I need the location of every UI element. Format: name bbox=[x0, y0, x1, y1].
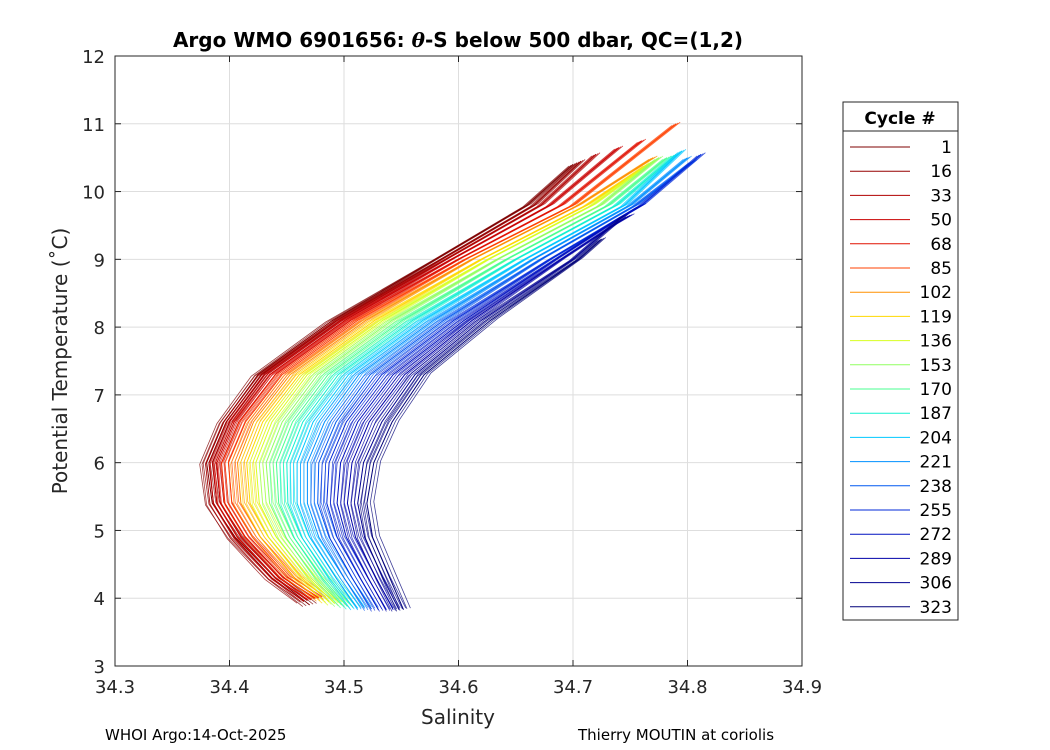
legend-label-cycle-221: 221 bbox=[920, 453, 952, 473]
legend-label-cycle-255: 255 bbox=[920, 501, 952, 521]
legend-label-cycle-153: 153 bbox=[920, 356, 952, 376]
y-tick-label: 5 bbox=[94, 521, 105, 542]
profile-line-cycle-323-variant bbox=[359, 240, 598, 612]
profile-line-cycle-272 bbox=[336, 204, 642, 610]
legend-label-cycle-289: 289 bbox=[920, 549, 952, 569]
legend-label-cycle-306: 306 bbox=[920, 574, 952, 594]
y-tick-label: 10 bbox=[82, 183, 105, 204]
legend-label-cycle-170: 170 bbox=[920, 380, 952, 400]
y-tick-label: 4 bbox=[94, 589, 105, 610]
profile-line-cycle-68-variant bbox=[227, 138, 647, 597]
legend-box bbox=[842, 101, 959, 621]
profile-line-cycle-289-variant bbox=[353, 213, 635, 609]
legend-label-cycle-16: 16 bbox=[930, 162, 952, 182]
curves bbox=[199, 121, 706, 612]
x-tick-label: 34.9 bbox=[782, 677, 822, 698]
legend-label-cycle-33: 33 bbox=[930, 186, 952, 206]
y-tick-label: 7 bbox=[94, 386, 105, 407]
legend-label-cycle-1: 1 bbox=[941, 138, 952, 158]
profile-line-cycle-16 bbox=[208, 160, 582, 603]
profile-line-cycle-289 bbox=[346, 214, 631, 610]
x-tick-label: 34.7 bbox=[553, 677, 593, 698]
x-tick-label: 34.8 bbox=[667, 677, 707, 698]
y-axis-ticks: 3 4 5 6 7 8 9 10 11 12 bbox=[82, 47, 802, 678]
x-tick-label: 34.4 bbox=[209, 677, 249, 698]
chart-title-suffix: -S below 500 dbar, QC=(1,2) bbox=[425, 28, 743, 52]
y-tick-label: 9 bbox=[94, 250, 105, 271]
y-tick-label: 12 bbox=[82, 47, 105, 68]
profile-line-cycle-204 bbox=[296, 150, 683, 609]
profile-line-cycle-289-variant bbox=[340, 216, 627, 612]
x-axis-label: Salinity bbox=[421, 705, 495, 729]
y-axis-label: Potential Temperature (˚C) bbox=[48, 228, 72, 495]
legend-items: 1 16 33 50 68 85 102 119 136 153 170 187 204 221 238 25… bbox=[850, 138, 952, 618]
legend: Cycle # 1 16 33 50 68 85 102 119 136 153 170 187 204… bbox=[842, 101, 959, 621]
profile-line-cycle-323-variant bbox=[363, 239, 600, 611]
y-tick-label: 6 bbox=[94, 454, 105, 475]
profile-line-cycle-255 bbox=[326, 153, 702, 610]
legend-label-cycle-68: 68 bbox=[930, 235, 952, 255]
legend-label-cycle-102: 102 bbox=[920, 283, 952, 303]
footer-left: WHOI Argo:14-Oct-2025 bbox=[105, 726, 287, 744]
legend-label-cycle-238: 238 bbox=[920, 477, 952, 497]
chart-title: Argo WMO 6901656: θ-S below 500 dbar, QC… bbox=[173, 28, 743, 52]
legend-label-cycle-119: 119 bbox=[920, 307, 952, 327]
legend-label-cycle-323: 323 bbox=[920, 598, 952, 618]
footer-right: Thierry MOUTIN at coriolis bbox=[578, 726, 775, 744]
profile-line-cycle-323 bbox=[366, 238, 602, 610]
legend-label-cycle-136: 136 bbox=[920, 332, 952, 352]
profile-line-cycle-85 bbox=[227, 123, 677, 599]
profile-line-cycle-306-variant bbox=[353, 215, 623, 611]
chart-title-prefix: Argo WMO 6901656: bbox=[173, 28, 412, 52]
x-tick-label: 34.5 bbox=[324, 677, 364, 698]
y-tick-label: 3 bbox=[94, 657, 105, 678]
profile-line-cycle-68 bbox=[220, 140, 643, 599]
legend-label-cycle-272: 272 bbox=[920, 525, 952, 545]
profile-line-cycle-323-variant bbox=[369, 237, 604, 610]
profile-line-cycle-306-variant bbox=[350, 216, 621, 612]
legend-label-cycle-85: 85 bbox=[930, 259, 952, 279]
x-tick-label: 34.3 bbox=[95, 677, 135, 698]
profile-line-cycle-323-variant bbox=[373, 237, 606, 609]
legend-label-cycle-50: 50 bbox=[930, 211, 952, 231]
legend-label-cycle-187: 187 bbox=[920, 404, 952, 424]
legend-title: Cycle # bbox=[864, 109, 935, 129]
profile-line-cycle-16-variant bbox=[215, 159, 586, 601]
x-tick-label: 34.6 bbox=[438, 677, 478, 698]
chart-title-theta: θ bbox=[412, 28, 426, 52]
x-axis-ticks: 34.3 34.4 34.5 34.6 34.7 34.8 34.9 bbox=[95, 56, 822, 698]
y-tick-label: 8 bbox=[94, 318, 105, 339]
y-tick-label: 11 bbox=[82, 115, 105, 136]
legend-label-cycle-204: 204 bbox=[920, 428, 952, 448]
profile-line-cycle-221 bbox=[306, 157, 688, 609]
